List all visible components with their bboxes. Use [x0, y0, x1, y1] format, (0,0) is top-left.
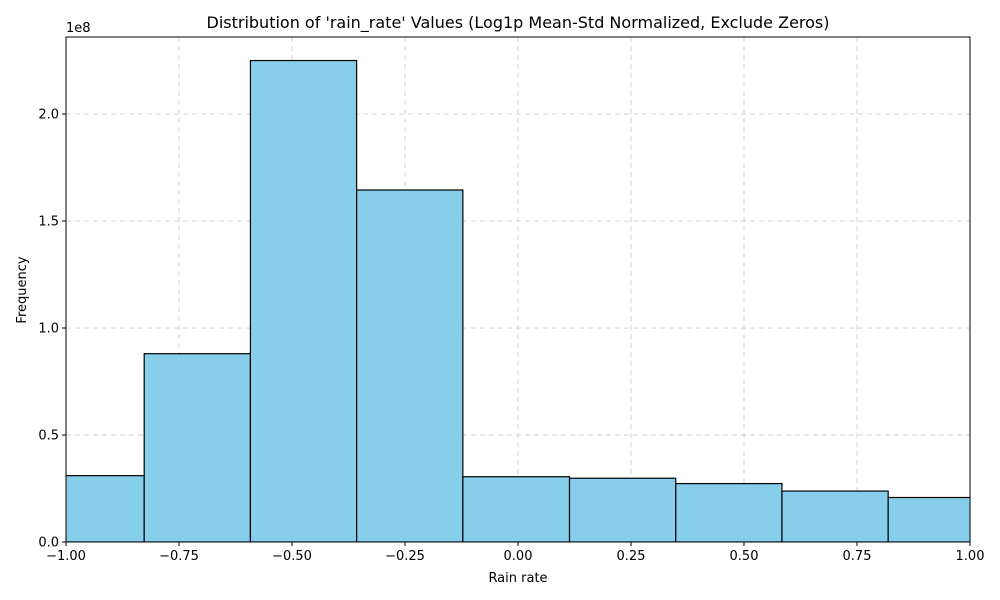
x-tick-label: −0.25 [385, 549, 425, 564]
chart-title: Distribution of 'rain_rate' Values (Log1… [207, 13, 830, 33]
histogram-bar-4 [356, 189, 464, 542]
x-tick-label: 0.50 [730, 549, 759, 564]
histogram-bar-2 [143, 353, 252, 542]
y-tick-label: 1.5 [38, 215, 59, 230]
histogram-bars [66, 59, 970, 542]
y-axis-ticks: 0.0 0.5 1.0 1.5 2.0 [38, 108, 66, 551]
histogram-bar-1 [66, 475, 145, 542]
x-tick-label: −1.00 [46, 549, 86, 564]
x-tick-label: −0.75 [159, 549, 199, 564]
histogram-bar-3 [249, 59, 358, 542]
histogram-bar-8 [781, 490, 889, 542]
histogram-bar-7 [675, 482, 783, 542]
y-tick-label: 0.0 [38, 536, 59, 551]
y-axis-label: Frequency [15, 256, 30, 323]
x-tick-label: 0.25 [617, 549, 646, 564]
x-tick-label: 0.00 [504, 549, 533, 564]
y-tick-label: 1.0 [38, 322, 59, 337]
x-axis-ticks: −1.00 −0.75 −0.50 −0.25 0.00 0.25 0.50 0.75 1.00 [46, 542, 984, 564]
y-tick-label: 0.5 [38, 429, 59, 444]
x-axis-label: Rain rate [488, 571, 547, 586]
x-tick-label: 1.00 [956, 549, 985, 564]
y-offset-label: 1e8 [66, 21, 91, 36]
histogram-bar-6 [568, 477, 677, 542]
histogram-bar-5 [462, 476, 571, 542]
x-tick-label: 0.75 [843, 549, 872, 564]
histogram-bar-9 [887, 496, 970, 542]
x-tick-label: −0.50 [272, 549, 312, 564]
y-tick-label: 2.0 [38, 108, 59, 123]
